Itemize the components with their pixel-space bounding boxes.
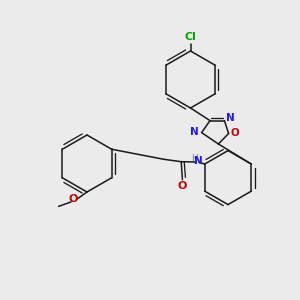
Text: O: O [177,181,187,191]
Text: N: N [194,156,203,166]
Text: O: O [69,194,78,205]
Text: O: O [231,128,240,139]
Text: N: N [226,112,235,123]
Text: N: N [190,127,199,137]
Text: H: H [191,154,197,163]
Text: Cl: Cl [184,32,196,42]
